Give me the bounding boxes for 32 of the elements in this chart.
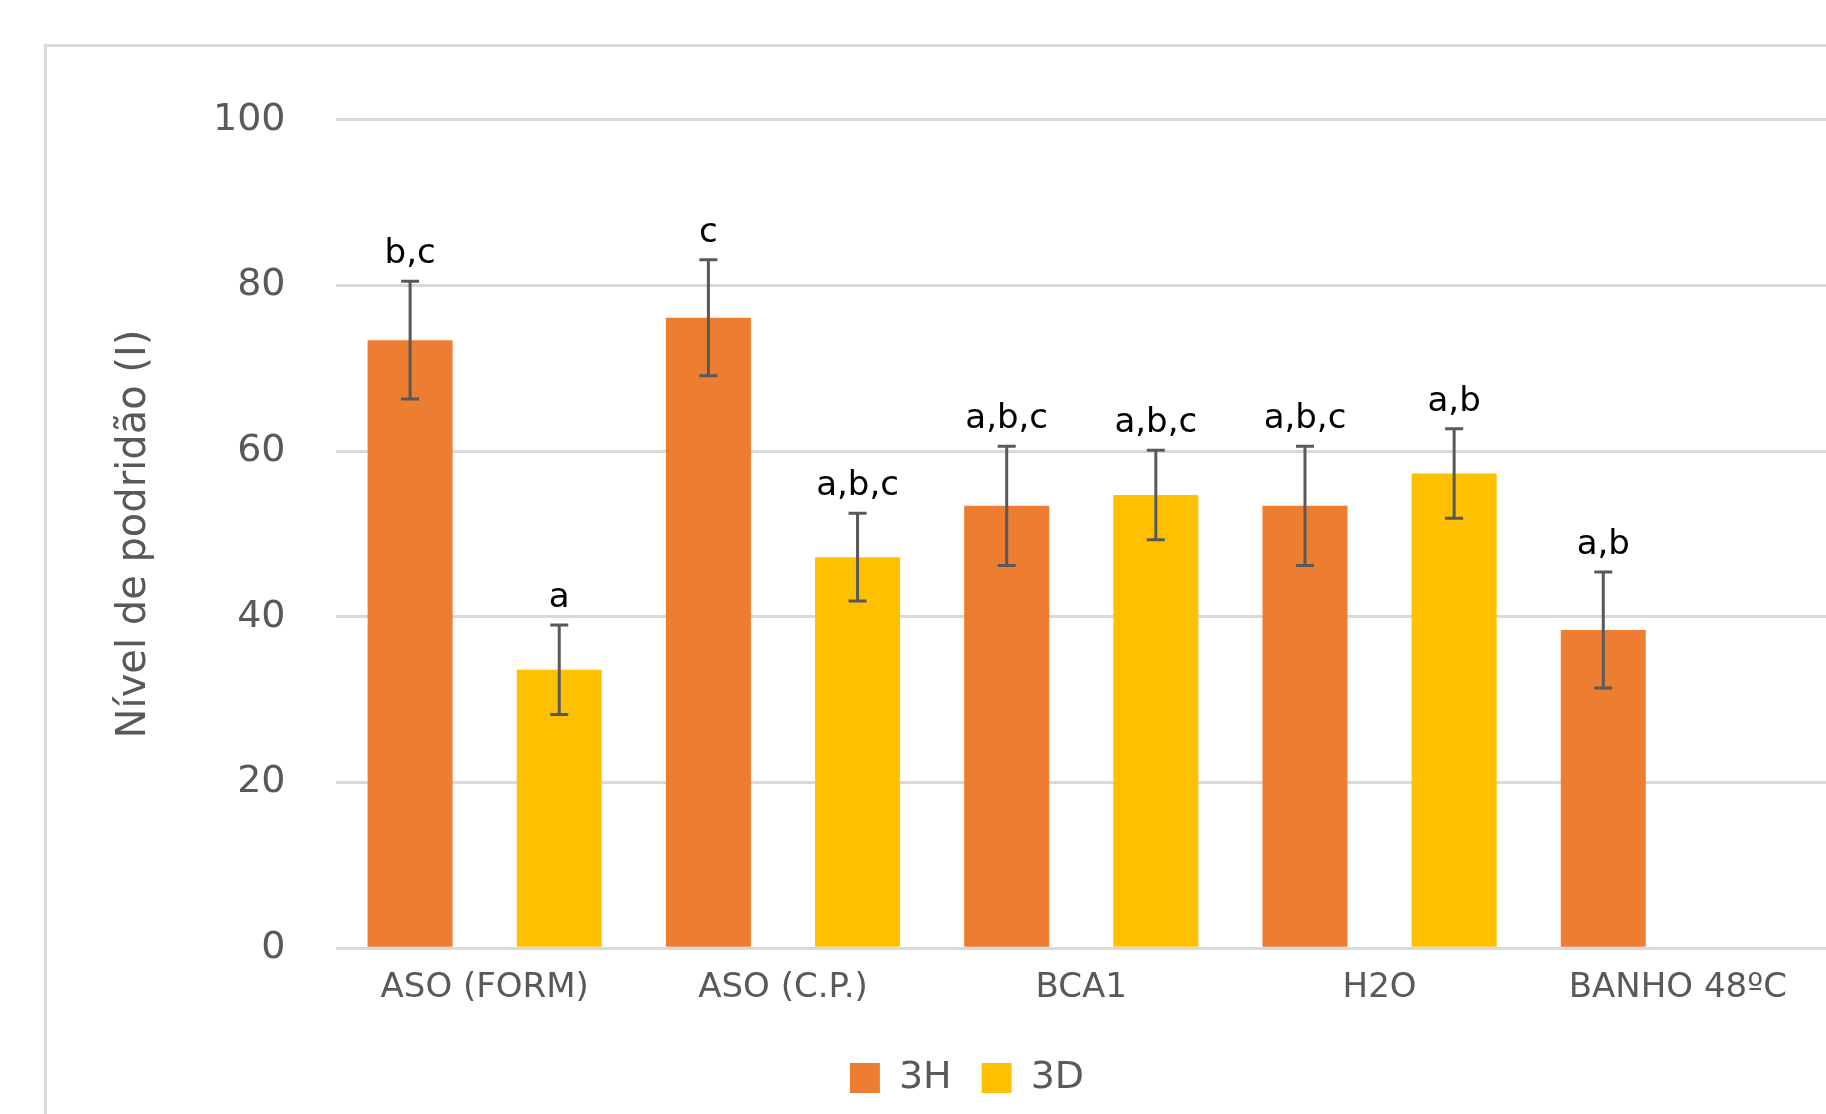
bar (665, 317, 751, 947)
annotation: a,b,c (965, 396, 1049, 437)
bar (1113, 495, 1199, 947)
annotation: a,b,c (816, 463, 899, 504)
bar (1262, 505, 1348, 947)
y-axis-title: Nível de podridão (I) (108, 329, 155, 739)
bar (367, 340, 453, 947)
annotation: b,c (384, 231, 436, 272)
annotation: a,b,c (1114, 400, 1198, 441)
bar (815, 557, 901, 947)
y-tick-label: 20 (237, 757, 286, 802)
y-tick-label: 0 (261, 923, 286, 968)
y-tick-label: 60 (237, 426, 286, 471)
annotation: c (699, 209, 718, 250)
legend-label: 3D (1030, 1052, 1085, 1097)
legend-label: 3H (898, 1052, 952, 1097)
x-tick-label: BCA1 (1035, 965, 1127, 1006)
annotation: a,b,c (1263, 396, 1347, 437)
bar (1411, 473, 1497, 947)
annotation: a,b (1576, 521, 1630, 562)
bar (964, 505, 1050, 947)
bar (516, 669, 602, 947)
bar (1560, 630, 1646, 947)
x-tick-label: ASO (FORM) (380, 965, 589, 1006)
annotation: a (548, 574, 570, 615)
y-tick-label: 100 (213, 94, 286, 139)
x-tick-label: ASO (C.P.) (698, 965, 868, 1006)
y-tick-label: 80 (237, 260, 286, 305)
x-tick-label: H2O (1342, 965, 1417, 1006)
annotation: a,b (1427, 378, 1481, 419)
y-tick-label: 40 (237, 591, 286, 636)
x-tick-label: BANHO 48ºC (1568, 965, 1787, 1006)
